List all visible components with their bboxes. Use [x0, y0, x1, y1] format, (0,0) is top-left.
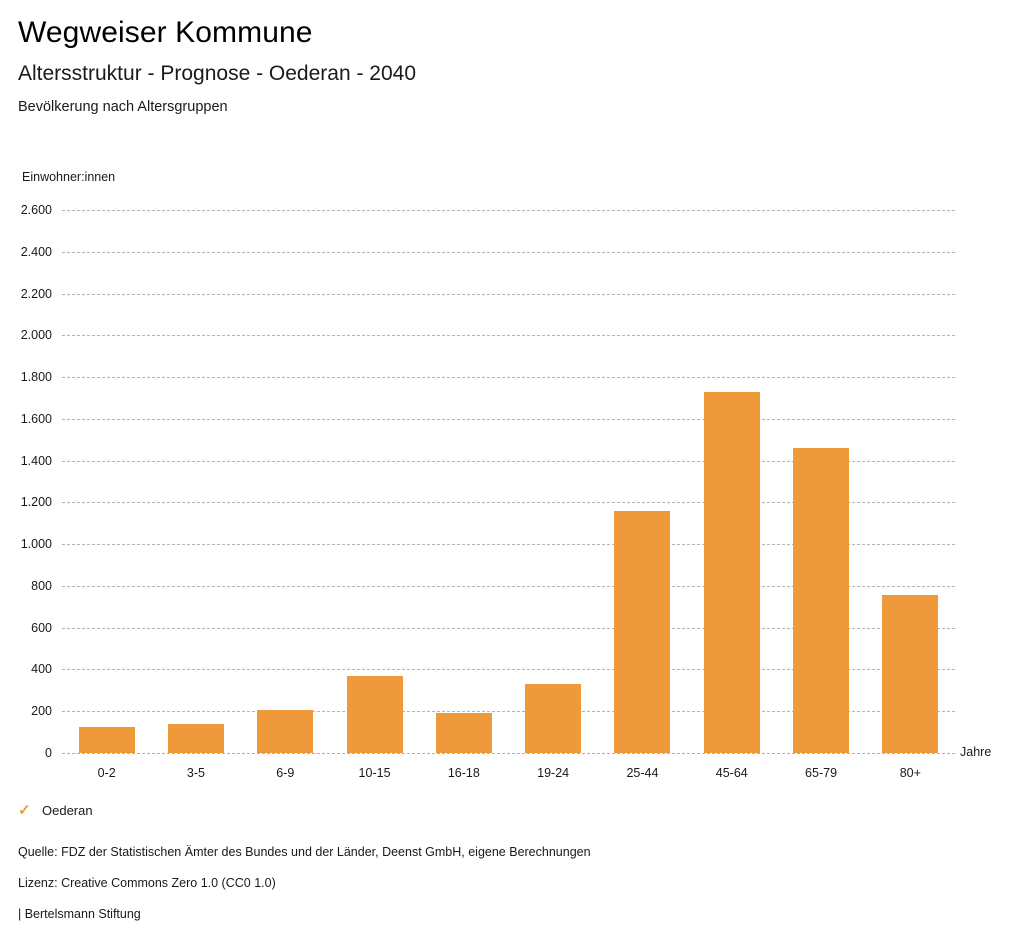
bar-45-64[interactable]	[703, 391, 760, 753]
bar-0-2[interactable]	[78, 726, 135, 753]
gridline	[62, 502, 955, 504]
license-note: Lizenz: Creative Commons Zero 1.0 (CC0 1…	[18, 876, 276, 890]
bar-65-79[interactable]	[793, 448, 850, 753]
gridline	[62, 251, 955, 253]
gridline	[62, 585, 955, 587]
chart-subtitle: Altersstruktur - Prognose - Oederan - 20…	[18, 62, 417, 85]
gridline	[62, 210, 955, 211]
gridline	[62, 544, 955, 546]
x-axis-tick-label: 3-5	[186, 766, 205, 780]
bar-10-15[interactable]	[346, 675, 403, 753]
y-axis-tick-label: 1.400	[20, 453, 52, 468]
header: Wegweiser Kommune Altersstruktur - Progn…	[18, 14, 998, 117]
bar-80+[interactable]	[882, 594, 939, 753]
y-axis-tick-label: 1.200	[20, 495, 52, 510]
bar-16-18[interactable]	[435, 713, 492, 753]
x-axis-tick-label: 45-64	[715, 766, 748, 780]
y-axis-tick-label: 800	[31, 578, 52, 593]
x-axis-tick-label: 65-79	[805, 766, 838, 780]
y-axis-tick-label: 200	[31, 704, 52, 719]
plot-area: 2.600 2.400 2.200 2.000 1.800 1.600 1.400 1.200…	[21, 203, 955, 780]
legend-item-label: Oederan	[42, 803, 93, 818]
bar-25-44[interactable]	[614, 510, 671, 753]
chart-container: Einwohner:innen 2.600 2.400 2.200 2.000 1.80…	[0, 160, 1024, 790]
x-axis-tick-label: 10-15	[358, 766, 391, 780]
x-axis-tick-label: 16-18	[447, 766, 480, 780]
y-axis-tick-label: 2.400	[20, 244, 52, 259]
gridline	[62, 460, 955, 462]
chart-legend[interactable]: ✓ Oederan	[18, 801, 93, 819]
bar-3-5[interactable]	[167, 724, 224, 753]
y-axis-tick-label: 2.600	[20, 203, 52, 217]
gridline	[62, 627, 955, 629]
x-axis-tick-label: 0-2	[97, 766, 116, 780]
gridline	[62, 293, 955, 295]
publisher-note: | Bertelsmann Stiftung	[18, 907, 141, 921]
gridline	[62, 711, 955, 713]
bar-19-24[interactable]	[525, 684, 582, 753]
y-axis-tick-label: 1.000	[20, 537, 52, 552]
source-note: Quelle: FDZ der Statistischen Ämter des …	[18, 845, 591, 859]
y-axis-title: Einwohner:innen	[22, 170, 116, 184]
check-icon: ✓	[18, 801, 31, 819]
gridline	[62, 418, 955, 420]
y-axis-tick-label: 2.000	[20, 328, 52, 343]
y-axis-tick-label: 400	[31, 662, 52, 677]
x-axis-tick-label: 80+	[899, 766, 921, 780]
y-axis-tick-label: 0	[45, 746, 52, 760]
y-axis-tick-label: 600	[31, 620, 52, 635]
y-axis-tick-label: 1.800	[20, 370, 52, 385]
x-axis-title: Jahre	[960, 745, 992, 759]
y-axis-tick-label: 1.600	[20, 411, 52, 426]
gridline	[62, 377, 955, 379]
x-axis-tick-label: 19-24	[537, 766, 570, 780]
x-axis-tick-label: 6-9	[276, 766, 295, 780]
bar-6-9[interactable]	[257, 709, 314, 753]
gridline	[62, 753, 955, 754]
y-axis-tick-label: 2.200	[20, 286, 52, 301]
gridline	[62, 335, 955, 337]
chart-description: Bevölkerung nach Altersgruppen	[18, 99, 228, 115]
gridline	[62, 669, 955, 671]
page-title: Wegweiser Kommune	[18, 16, 313, 49]
x-axis-tick-label: 25-44	[626, 766, 659, 780]
